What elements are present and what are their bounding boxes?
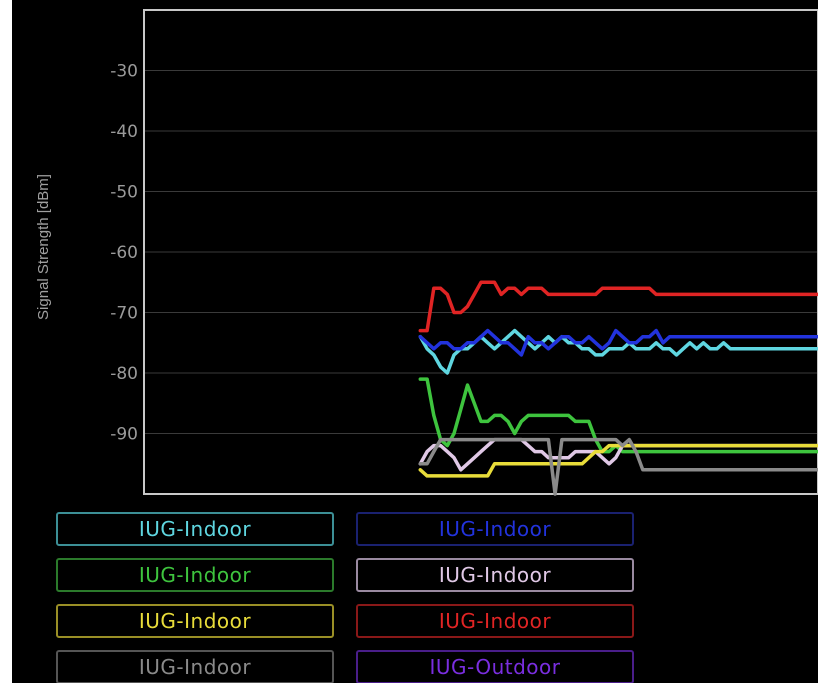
legend-item: IUG-Indoor: [56, 650, 334, 683]
chart-legend: IUG-Indoor IUG-Indoor IUG-Indoor IUG-Indoor…: [56, 512, 656, 683]
series-line-2: [418, 377, 818, 454]
legend-item: IUG-Indoor: [56, 512, 334, 546]
series-line-6: [418, 437, 818, 496]
legend-item: IUG-Indoor: [356, 604, 634, 638]
y-tick-label: -80: [110, 364, 138, 384]
legend-item: IUG-Indoor: [356, 558, 634, 592]
y-axis-label: Signal Strength [dBm]: [35, 174, 52, 320]
legend-item: IUG-Indoor: [356, 512, 634, 546]
y-tick-label: -60: [110, 243, 138, 263]
legend-item: IUG-Indoor: [56, 558, 334, 592]
signal-strength-chart: -30 -40 -50 -60 -70 -80 -90 Signal Strength [dB…: [35, 9, 818, 496]
series-line-1: [418, 328, 818, 357]
series-line-0: [418, 328, 818, 375]
series-line-5: [418, 280, 818, 333]
y-tick-label: -40: [110, 122, 138, 142]
y-tick-label: -90: [110, 425, 138, 445]
y-tick-label: -30: [110, 62, 138, 82]
legend-item: IUG-Outdoor: [356, 650, 634, 683]
chart-screen: -30 -40 -50 -60 -70 -80 -90 Signal Strength [dB…: [12, 0, 818, 683]
y-tick-label: -70: [110, 304, 138, 324]
plot-area-frame: [143, 9, 818, 495]
y-tick-label: -50: [110, 183, 138, 203]
legend-item: IUG-Indoor: [56, 604, 334, 638]
